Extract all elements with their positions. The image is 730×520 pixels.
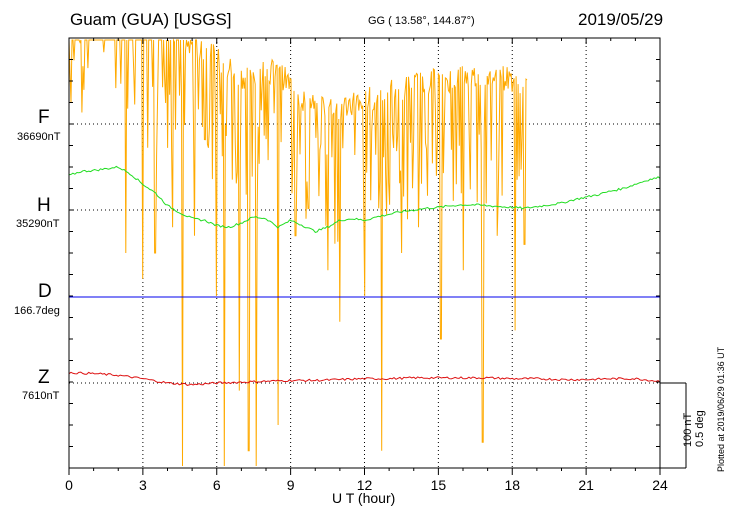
x-tick-label: 6 [213,477,221,493]
x-tick-label: 3 [139,477,147,493]
x-tick-label: 21 [578,477,594,493]
d-component-label: D [38,281,52,302]
series-f-line [68,38,528,467]
x-tick-label: 12 [357,477,373,493]
series-h-line [68,165,661,233]
x-tick-label: 18 [504,477,520,493]
station-title: Guam (GUA) [USGS] [70,10,232,29]
x-tick-label: 9 [287,477,295,493]
h-baseline-label: 35290nT [16,218,60,230]
f-baseline-label: 36690nT [17,131,61,143]
f-component-label: F [38,107,50,128]
d-baseline-label: 166.7deg [14,305,60,317]
x-axis-label: U T (hour) [332,490,396,506]
z-baseline-label: 7610nT [22,390,60,402]
h-component-label: H [37,195,51,216]
x-tick-label: 15 [431,477,447,493]
series-z-line [68,371,661,386]
x-tick-label: 24 [652,477,668,493]
x-tick-label: 0 [65,477,73,493]
chart-date: 2019/05/29 [578,10,664,29]
station-coordinates: GG ( 13.58°, 144.87°) [368,15,475,27]
z-component-label: Z [38,367,50,388]
